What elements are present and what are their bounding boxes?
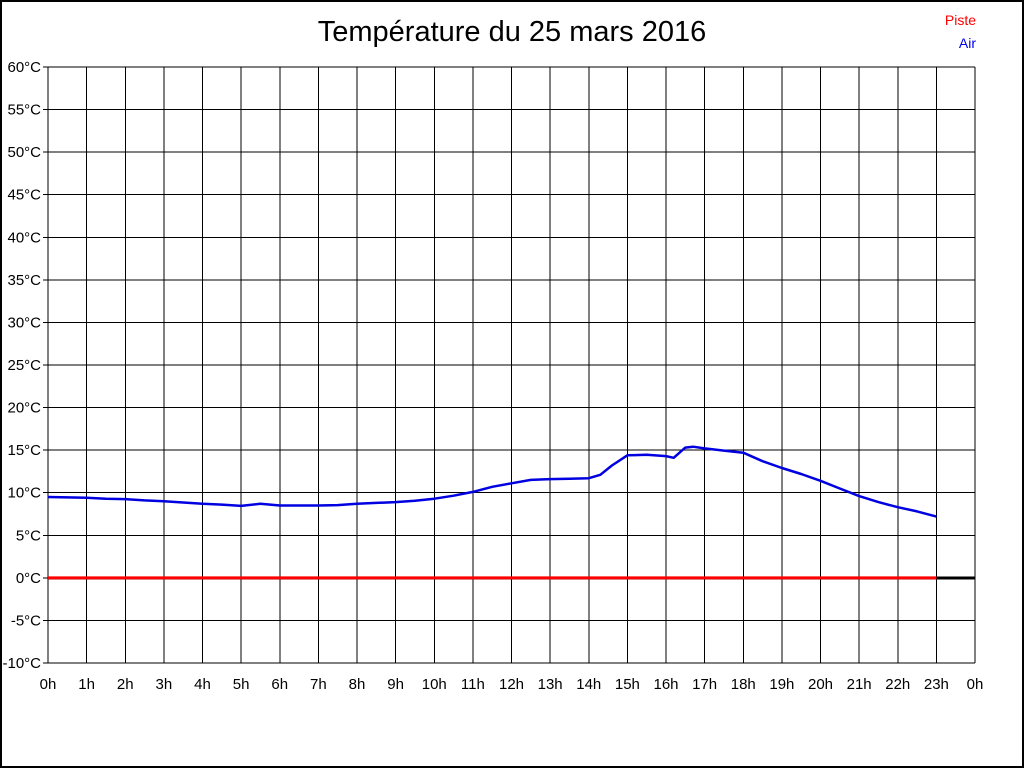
x-tick-label: 19h bbox=[769, 676, 794, 693]
y-tick-label: -10°C bbox=[2, 655, 41, 672]
y-tick-label: 15°C bbox=[7, 442, 41, 459]
x-tick-label: 17h bbox=[692, 676, 717, 693]
legend-item-piste: Piste bbox=[944, 12, 976, 28]
x-tick-label: 22h bbox=[885, 676, 910, 693]
x-tick-label: 4h bbox=[194, 676, 211, 693]
y-tick-label: 40°C bbox=[7, 229, 41, 246]
y-tick-label: 35°C bbox=[7, 272, 41, 289]
x-tick-label: 2h bbox=[117, 676, 134, 693]
y-tick-label: 45°C bbox=[7, 187, 41, 204]
y-tick-label: 20°C bbox=[7, 400, 41, 417]
y-tick-label: 25°C bbox=[7, 357, 41, 374]
x-tick-label: 13h bbox=[538, 676, 563, 693]
chart-title: Température du 25 mars 2016 bbox=[317, 16, 707, 48]
x-tick-label: 6h bbox=[271, 676, 288, 693]
x-tick-label: 0h bbox=[967, 676, 984, 693]
x-tick-label: 8h bbox=[349, 676, 366, 693]
x-tick-label: 1h bbox=[78, 676, 95, 693]
x-tick-label: 21h bbox=[847, 676, 872, 693]
y-tick-label: 10°C bbox=[7, 485, 41, 502]
x-tick-label: 9h bbox=[387, 676, 404, 693]
grid-horizontal-lines bbox=[48, 66, 975, 664]
x-tick-label: 11h bbox=[461, 676, 485, 693]
x-tick-label: 10h bbox=[422, 676, 447, 693]
x-tick-label: 20h bbox=[808, 676, 833, 693]
x-axis-labels: 0h 1h 2h 3h 4h 5h 6h 7h 8h 9h 10h 11h 12h 13h 14h 15h 16… bbox=[40, 676, 984, 693]
x-tick-label: 23h bbox=[924, 676, 949, 693]
y-tick-label: 60°C bbox=[7, 59, 41, 76]
x-tick-label: 14h bbox=[576, 676, 601, 693]
x-tick-label: 18h bbox=[731, 676, 756, 693]
y-tick-label: 30°C bbox=[7, 314, 41, 331]
y-tick-label: -5°C bbox=[11, 612, 41, 629]
legend: Piste Air bbox=[945, 9, 976, 55]
x-tick-label: 7h bbox=[310, 676, 327, 693]
y-tick-label: 55°C bbox=[7, 102, 41, 119]
y-axis-labels: 60°C 55°C 50°C 45°C 40°C 35°C 30°C 25°C 20°C 15°C… bbox=[2, 59, 48, 672]
y-tick-label: 0°C bbox=[16, 570, 41, 587]
y-tick-label: 5°C bbox=[16, 527, 41, 544]
x-tick-label: 3h bbox=[156, 676, 173, 693]
legend-item-air: Air bbox=[958, 35, 976, 51]
y-tick-label: 50°C bbox=[7, 144, 41, 161]
series-air-line bbox=[47, 445, 937, 518]
x-tick-label: 16h bbox=[653, 676, 678, 693]
x-tick-label: 12h bbox=[499, 676, 524, 693]
x-tick-label: 0h bbox=[40, 676, 57, 693]
x-tick-label: 5h bbox=[233, 676, 250, 693]
x-tick-label: 15h bbox=[615, 676, 640, 693]
